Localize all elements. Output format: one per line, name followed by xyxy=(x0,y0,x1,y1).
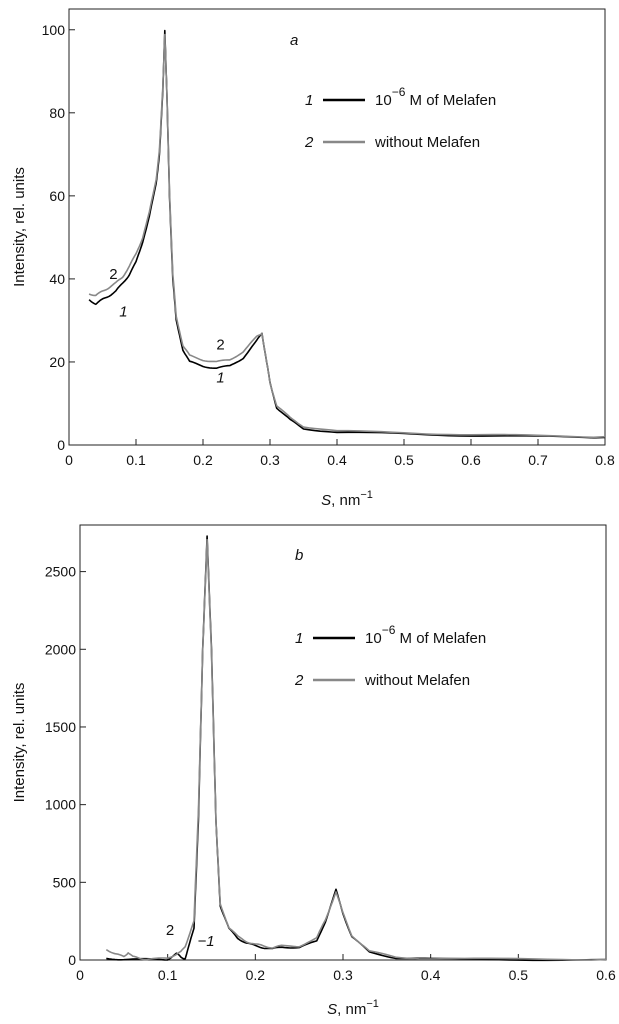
legend-item-1: 1 10−6 M of Melafen xyxy=(305,85,496,109)
plot-frame xyxy=(79,524,607,961)
panel-label: b xyxy=(295,547,303,564)
y-tick-label: 40 xyxy=(49,271,65,287)
legend-number: 1 xyxy=(305,92,313,109)
plot-frame xyxy=(68,8,606,446)
legend-text: without Melafen xyxy=(374,134,480,151)
legend-item-2: 2 without Melafen xyxy=(304,134,480,151)
legend-item-2: 2 without Melafen xyxy=(294,672,470,689)
x-tick-label: 0.7 xyxy=(528,452,548,468)
curve-annotation: 1 xyxy=(216,370,224,387)
x-tick-label: 0.3 xyxy=(333,967,353,983)
y-tick-label: 0 xyxy=(68,952,76,968)
legend-item-1: 1 10−6 M of Melafen xyxy=(295,623,486,647)
curve-annotation: 2 xyxy=(109,266,117,283)
legend-text: without Melafen xyxy=(364,672,470,689)
panel-b: 0 0.1 0.2 0.3 0.4 0.5 0.6 0 500 1000 1500 2000 2500 S… xyxy=(11,524,616,1018)
y-tick-label: 2500 xyxy=(45,564,76,580)
y-tick-label: 1000 xyxy=(45,797,76,813)
x-tick-label: 0 xyxy=(76,967,84,983)
series-line-2 xyxy=(105,538,607,961)
x-tick-label: 0.3 xyxy=(260,452,280,468)
x-tick-label: 0.6 xyxy=(461,452,481,468)
x-tick-label: 0.1 xyxy=(158,967,178,983)
x-tick-label: 0.2 xyxy=(246,967,266,983)
curve-annotation: 2 xyxy=(166,922,174,939)
y-tick-label: 60 xyxy=(49,188,65,204)
x-tick-label: 0 xyxy=(65,452,73,468)
legend-text: 10−6 M of Melafen xyxy=(375,85,496,109)
x-tick-label: 0.2 xyxy=(193,452,213,468)
y-axis-label: Intensity, rel. units xyxy=(11,167,28,287)
x-tick-label: 0.5 xyxy=(509,967,529,983)
series-line-1 xyxy=(88,29,606,439)
x-tick-label: 0.5 xyxy=(394,452,414,468)
x-tick-label: 0.1 xyxy=(126,452,146,468)
panel-a: 0 0.1 0.2 0.3 0.4 0.5 0.6 0.7 0.8 0 20 40 60 80 100 S, … xyxy=(11,8,615,509)
y-tick-label: 2000 xyxy=(45,641,76,657)
y-tick-label: 20 xyxy=(49,354,65,370)
curve-annotation: 1 xyxy=(119,303,127,320)
curve-annotation: 2 xyxy=(216,336,224,353)
y-tick-label: 100 xyxy=(42,22,66,38)
x-axis-label: S, nm−1 xyxy=(321,489,373,509)
x-tick-label: 0.4 xyxy=(421,967,441,983)
x-axis-label: S, nm−1 xyxy=(327,998,379,1018)
x-tick-label: 0.4 xyxy=(327,452,347,468)
legend-number: 1 xyxy=(295,630,303,647)
y-axis-label: Intensity, rel. units xyxy=(11,683,28,803)
series-line-2 xyxy=(88,33,606,439)
y-tick-label: 80 xyxy=(49,105,65,121)
legend-number: 2 xyxy=(294,672,304,689)
series-line-1 xyxy=(106,535,607,962)
panel-label: a xyxy=(290,32,298,49)
x-tick-label: 0.6 xyxy=(596,967,616,983)
y-tick-label: 500 xyxy=(53,874,77,890)
x-tick-label: 0.8 xyxy=(595,452,615,468)
curve-annotation: −1 xyxy=(197,933,214,950)
y-tick-label: 1500 xyxy=(45,719,76,735)
y-tick-label: 0 xyxy=(57,437,65,453)
legend-text: 10−6 M of Melafen xyxy=(365,623,486,647)
legend-number: 2 xyxy=(304,134,314,151)
